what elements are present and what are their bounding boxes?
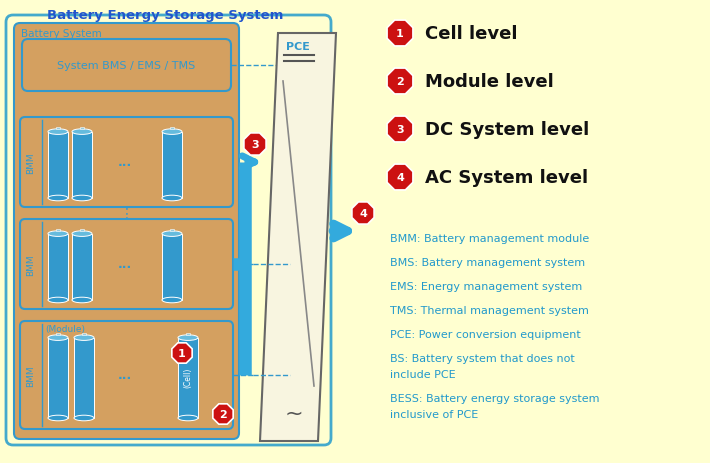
Text: (Module): (Module) (45, 324, 85, 333)
Text: 4: 4 (359, 208, 367, 219)
FancyBboxPatch shape (6, 16, 331, 445)
Polygon shape (387, 117, 413, 143)
Text: PCE: Power conversion equipment: PCE: Power conversion equipment (390, 329, 581, 339)
Text: ...: ... (118, 258, 132, 271)
Text: DC System level: DC System level (425, 121, 589, 139)
Ellipse shape (162, 232, 182, 237)
Ellipse shape (48, 130, 68, 135)
Text: BMM: BMM (26, 364, 36, 386)
Text: Battery System: Battery System (21, 29, 102, 39)
Text: BMS: Battery management system: BMS: Battery management system (390, 257, 585, 268)
Ellipse shape (72, 130, 92, 135)
Text: 3: 3 (396, 125, 404, 135)
FancyBboxPatch shape (14, 24, 239, 439)
Bar (82, 333, 86, 336)
Ellipse shape (48, 232, 68, 237)
FancyBboxPatch shape (20, 118, 233, 207)
Ellipse shape (72, 232, 92, 237)
Polygon shape (213, 404, 233, 424)
Text: ...: ... (118, 156, 132, 169)
Bar (48, 132, 68, 199)
Text: Module level: Module level (425, 73, 554, 91)
Bar (48, 234, 68, 300)
Text: 1: 1 (178, 348, 186, 358)
Bar (80, 127, 84, 130)
Polygon shape (387, 69, 413, 95)
Bar (74, 338, 94, 418)
Bar (170, 229, 174, 232)
Text: ~: ~ (285, 403, 304, 423)
Polygon shape (387, 21, 413, 47)
Text: 1: 1 (396, 29, 404, 39)
Text: BMM: Battery management module: BMM: Battery management module (390, 233, 589, 244)
Text: Cell level: Cell level (425, 25, 518, 43)
Text: 2: 2 (219, 409, 227, 419)
Text: (Cell): (Cell) (183, 367, 192, 388)
Text: ...: ... (118, 369, 132, 382)
FancyBboxPatch shape (20, 321, 233, 429)
Ellipse shape (48, 415, 68, 421)
Text: BMM: BMM (26, 152, 36, 174)
Ellipse shape (162, 298, 182, 303)
Bar (80, 229, 84, 232)
Text: PCE: PCE (286, 42, 310, 52)
Text: ⋮: ⋮ (119, 206, 133, 220)
Polygon shape (172, 343, 192, 363)
Ellipse shape (48, 298, 68, 303)
Bar (170, 127, 174, 130)
Text: inclusive of PCE: inclusive of PCE (390, 409, 479, 419)
Text: include PCE: include PCE (390, 369, 456, 379)
Bar (48, 338, 68, 418)
Bar (56, 333, 60, 336)
Ellipse shape (74, 335, 94, 341)
Ellipse shape (48, 335, 68, 341)
Text: 4: 4 (396, 173, 404, 182)
Ellipse shape (162, 196, 182, 201)
FancyBboxPatch shape (22, 40, 231, 92)
Bar (72, 234, 92, 300)
Bar (72, 132, 92, 199)
Bar (56, 127, 60, 130)
Ellipse shape (178, 415, 198, 421)
Ellipse shape (178, 335, 198, 341)
Text: System BMS / EMS / TMS: System BMS / EMS / TMS (58, 61, 196, 71)
Ellipse shape (72, 298, 92, 303)
Bar (186, 333, 190, 336)
Ellipse shape (72, 196, 92, 201)
Text: Battery Energy Storage System: Battery Energy Storage System (47, 9, 283, 22)
Text: BESS: Battery energy storage system: BESS: Battery energy storage system (390, 393, 599, 403)
Polygon shape (260, 34, 336, 441)
Polygon shape (387, 165, 413, 190)
Polygon shape (352, 202, 374, 225)
Text: BS: Battery system that does not: BS: Battery system that does not (390, 353, 575, 363)
Bar (56, 229, 60, 232)
Ellipse shape (162, 130, 182, 135)
Text: TMS: Thermal management system: TMS: Thermal management system (390, 305, 589, 315)
Bar (178, 338, 198, 418)
Ellipse shape (74, 415, 94, 421)
FancyBboxPatch shape (20, 219, 233, 309)
Polygon shape (244, 134, 266, 156)
Text: 3: 3 (251, 140, 259, 150)
Text: 2: 2 (396, 77, 404, 87)
Ellipse shape (48, 196, 68, 201)
Bar (162, 132, 182, 199)
Bar (162, 234, 182, 300)
Text: BMM: BMM (26, 254, 36, 275)
Text: AC System level: AC System level (425, 169, 588, 187)
Text: EMS: Energy management system: EMS: Energy management system (390, 282, 582, 291)
